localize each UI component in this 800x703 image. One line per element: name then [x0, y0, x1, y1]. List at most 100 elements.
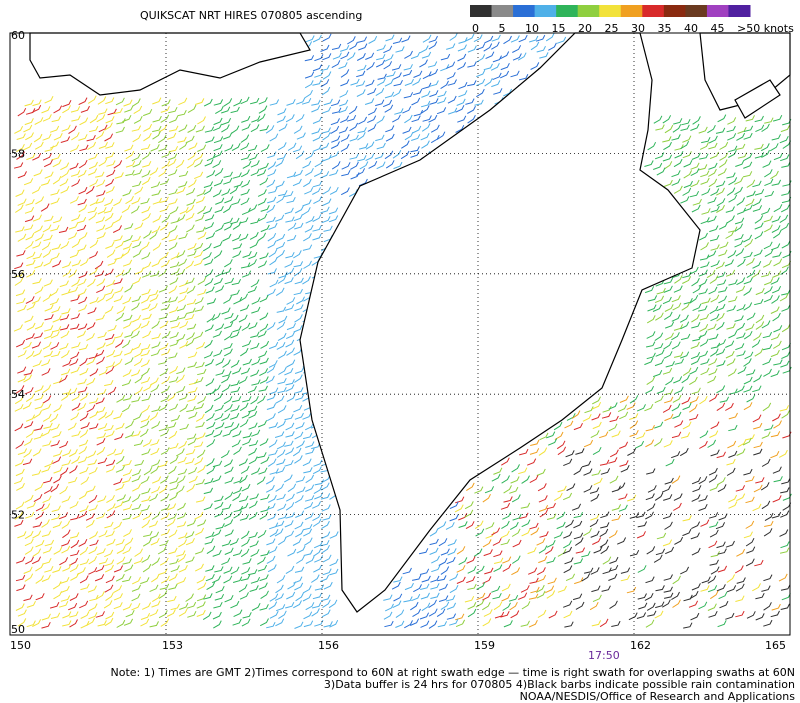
wind-barb — [447, 539, 457, 547]
wind-barb — [710, 244, 720, 251]
wind-barb — [232, 576, 243, 583]
wind-barb — [781, 289, 791, 296]
wind-barb — [193, 250, 204, 259]
wind-barb — [177, 512, 187, 520]
wind-barb — [701, 297, 711, 305]
wind-barb — [305, 474, 315, 484]
wind-barb — [583, 485, 593, 493]
wind-barb — [258, 97, 268, 105]
wind-barb — [455, 613, 465, 621]
wind-barb — [340, 44, 350, 52]
wind-barb — [485, 531, 495, 539]
wind-barb — [176, 385, 186, 394]
wind-barb — [141, 143, 151, 151]
wind-barb — [148, 303, 158, 312]
wind-barb — [131, 197, 141, 205]
wind-barb — [761, 500, 771, 510]
wind-barb — [50, 189, 60, 196]
wind-barb — [78, 446, 88, 455]
wind-barb — [121, 204, 131, 214]
wind-barb — [350, 78, 360, 86]
wind-barb — [68, 232, 78, 240]
wind-barb — [78, 510, 88, 519]
wind-barb — [268, 360, 278, 368]
wind-barb — [70, 412, 80, 421]
wind-barb — [250, 342, 260, 350]
wind-barb — [213, 601, 223, 609]
wind-barb — [339, 90, 349, 98]
wind-barb — [23, 224, 34, 231]
wind-barb — [267, 494, 277, 503]
wind-barb — [241, 483, 251, 492]
wind-barb — [185, 556, 195, 564]
wind-barb — [116, 545, 126, 554]
wind-barb — [68, 476, 78, 484]
wind-barb — [149, 493, 159, 502]
wind-barb — [134, 186, 144, 195]
wind-barb — [212, 160, 222, 169]
wind-barb — [305, 556, 315, 564]
wind-barb — [755, 613, 765, 621]
wind-barb — [96, 285, 106, 294]
wind-barb — [286, 98, 296, 106]
wind-barb — [769, 143, 779, 152]
wind-barb — [529, 522, 539, 530]
wind-barb — [124, 331, 134, 338]
wind-barb — [32, 99, 42, 107]
wind-barb — [170, 603, 180, 611]
wind-barb — [197, 582, 207, 591]
wind-barb — [690, 532, 700, 540]
wind-barb — [599, 528, 609, 538]
wind-barb — [573, 422, 583, 431]
wind-barb — [185, 448, 196, 456]
wind-barb — [716, 584, 726, 592]
wind-barb — [35, 233, 44, 242]
wind-barb — [25, 511, 35, 519]
wind-barb — [239, 233, 249, 241]
wind-barb — [492, 592, 502, 600]
wind-barb — [458, 90, 468, 98]
wind-barb — [753, 441, 763, 449]
wind-barb — [44, 95, 54, 104]
wind-barb — [140, 577, 150, 585]
wind-barb — [104, 133, 114, 142]
wind-barb — [152, 214, 162, 223]
wind-barb — [194, 376, 204, 384]
wind-barb — [304, 501, 314, 510]
wind-barb — [772, 312, 781, 322]
wind-barb — [581, 550, 591, 558]
wind-barb — [42, 249, 52, 258]
wind-barb — [682, 271, 692, 279]
wind-barb — [96, 406, 106, 414]
wind-barb — [50, 288, 59, 297]
wind-barb — [734, 315, 744, 322]
wind-barb — [223, 222, 233, 231]
wind-barb — [763, 294, 773, 303]
wind-barb — [755, 321, 765, 330]
wind-barb — [52, 175, 62, 185]
wind-barb — [166, 503, 177, 511]
wind-barb — [341, 162, 351, 170]
wind-barb — [719, 241, 729, 249]
wind-barb — [149, 412, 159, 421]
wind-barb — [742, 171, 753, 178]
wind-barb — [699, 254, 710, 261]
wind-barb — [457, 115, 467, 123]
wind-barb — [133, 357, 143, 367]
wind-barb — [259, 511, 269, 520]
wind-barb — [141, 176, 151, 186]
wind-barb — [242, 250, 252, 258]
wind-barb — [285, 267, 295, 276]
wind-barb — [158, 424, 169, 432]
wind-barb — [204, 324, 214, 332]
wind-barb — [205, 565, 215, 572]
wind-barb — [590, 430, 600, 439]
wind-barb — [95, 349, 105, 358]
wind-barb — [85, 513, 95, 521]
wind-barb — [683, 159, 693, 168]
wind-barb — [709, 529, 719, 538]
wind-barb — [511, 494, 521, 503]
wind-barb — [346, 52, 356, 61]
wind-barb — [169, 261, 180, 269]
wind-barb — [229, 185, 239, 195]
